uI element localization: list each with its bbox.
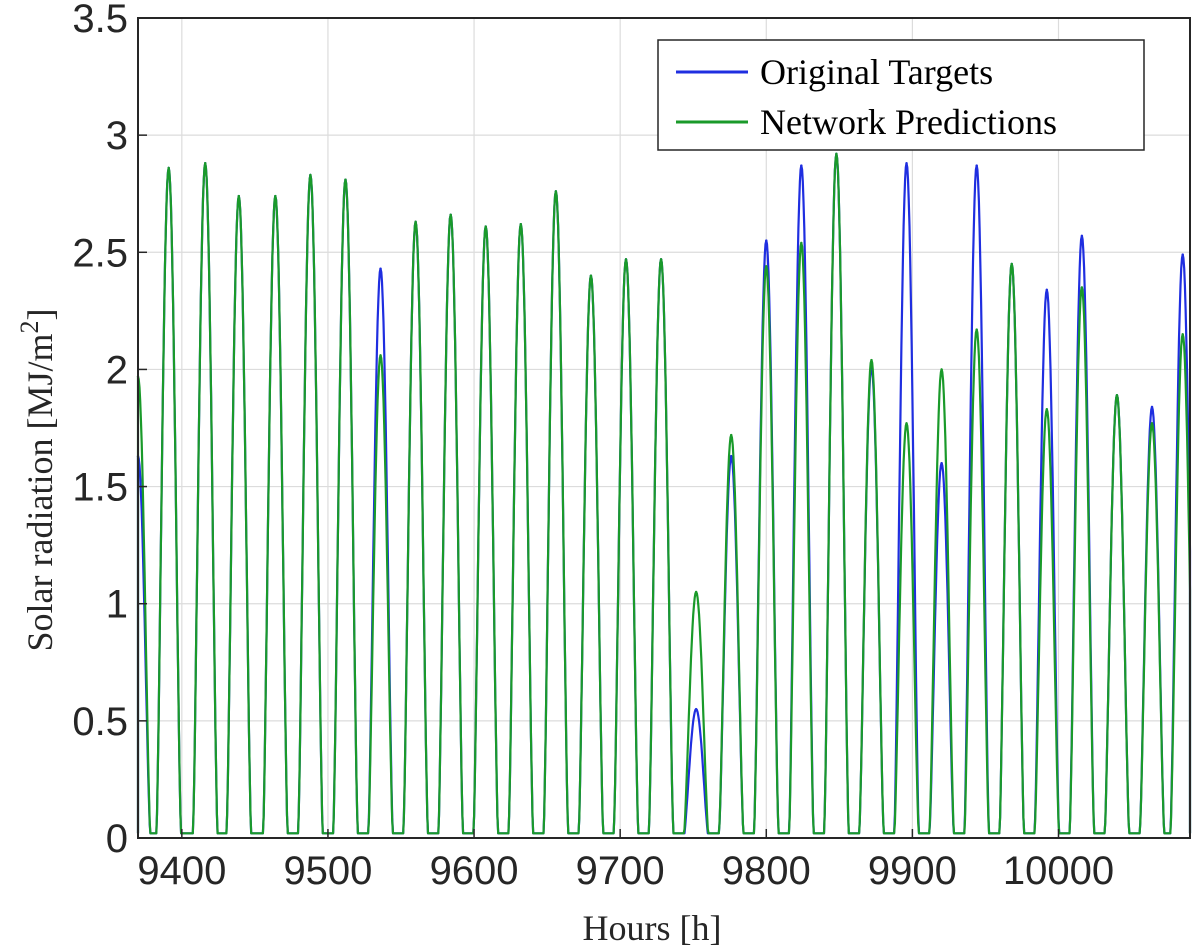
daily-peak-point-original-targets xyxy=(765,239,768,242)
daily-peak-point-original-targets xyxy=(940,461,943,465)
y-tick-label: 0 xyxy=(106,817,128,861)
daily-peak-point-network-predictions xyxy=(730,433,733,437)
daily-peak-point-network-predictions xyxy=(1080,286,1084,289)
y-tick-label: 3 xyxy=(106,114,128,158)
daily-peak-point-network-predictions xyxy=(414,220,417,224)
y-tick-label: 0.5 xyxy=(72,700,128,744)
daily-peak-point-network-predictions xyxy=(554,190,558,193)
daily-peak-point-network-predictions xyxy=(905,422,908,425)
daily-peak-point-network-predictions xyxy=(1045,408,1049,411)
daily-peak-point-network-predictions xyxy=(344,178,347,181)
x-axis-label: Hours [h] xyxy=(583,908,722,948)
daily-peak-point-network-predictions xyxy=(1181,333,1184,336)
daily-peak-point-network-predictions xyxy=(379,354,382,357)
daily-peak-point-network-predictions xyxy=(800,241,803,245)
plot-series xyxy=(136,152,1192,835)
daily-peak-point-network-predictions xyxy=(167,166,170,170)
daily-peak-point-original-targets xyxy=(694,707,698,711)
y-axis-label-main: Solar radiation [MJ/m xyxy=(20,334,60,652)
daily-peak-point-network-predictions xyxy=(1150,422,1154,425)
x-tick-label: 9800 xyxy=(722,849,811,893)
x-tick-label: 9900 xyxy=(868,849,957,893)
x-tick-label: 9500 xyxy=(283,849,372,893)
daily-peak-point-network-predictions xyxy=(274,194,277,198)
daily-peak-point-original-targets xyxy=(905,162,908,165)
daily-peak-point-network-predictions xyxy=(484,225,487,228)
y-tick-label: 1 xyxy=(106,583,128,627)
daily-peak-point-network-predictions xyxy=(659,258,663,261)
daily-peak-point-network-predictions xyxy=(835,152,838,156)
daily-peak-point-network-predictions xyxy=(204,162,207,165)
axis-ticks: 9400 9500 9600 9700 9800 9900 10000 0 0.5 1 1.5 2 2.… xyxy=(72,0,1114,893)
daily-peak-point-original-targets xyxy=(1045,288,1049,291)
daily-peak-point-original-targets xyxy=(1150,405,1154,409)
daily-peak-point-network-predictions xyxy=(940,368,943,371)
daily-peak-point-original-targets xyxy=(975,164,978,167)
y-tick-label: 2 xyxy=(106,348,128,392)
daily-peak-point-original-targets xyxy=(1080,234,1084,238)
legend-label-original-targets: Original Targets xyxy=(760,52,993,92)
legend-box xyxy=(657,39,1145,151)
y-axis-label-close: ] xyxy=(20,309,60,321)
y-axis-label: Solar radiation [MJ/m2] xyxy=(15,309,60,652)
daily-peak-point-original-targets xyxy=(730,454,733,458)
x-tick-label: 9700 xyxy=(576,849,665,893)
daily-peak-point-network-predictions xyxy=(1010,262,1013,266)
daily-peak-point-network-predictions xyxy=(519,222,523,226)
plot-frame xyxy=(137,17,1191,839)
legend: Original Targets Network Predictions xyxy=(657,39,1145,151)
daily-peak-point-original-targets xyxy=(800,164,803,167)
daily-peak-point-network-predictions xyxy=(589,274,593,277)
x-tick-label: 10000 xyxy=(1003,849,1114,893)
y-tick-label: 2.5 xyxy=(72,231,128,275)
legend-label-network-predictions: Network Predictions xyxy=(760,102,1057,142)
daily-peak-point-network-predictions xyxy=(1115,394,1119,397)
daily-peak-point-network-predictions xyxy=(449,213,452,216)
y-tick-label: 3.5 xyxy=(72,0,128,41)
daily-peak-point-network-predictions xyxy=(624,258,628,261)
series-line-network-predictions xyxy=(136,152,1192,835)
daily-peak-point-original-targets xyxy=(1181,253,1184,256)
daily-peak-point-network-predictions xyxy=(309,173,312,177)
y-tick-label: 1.5 xyxy=(72,466,128,510)
daily-peak-point-network-predictions xyxy=(975,328,978,331)
x-tick-label: 9600 xyxy=(430,849,519,893)
daily-peak-point-network-predictions xyxy=(870,358,873,362)
y-axis-label-superscript: 2 xyxy=(15,321,44,334)
daily-peak-point-original-targets xyxy=(379,267,382,270)
daily-peak-point-network-predictions xyxy=(237,194,241,198)
daily-peak-point-network-predictions xyxy=(765,265,768,268)
daily-peak-point-network-predictions xyxy=(694,590,698,594)
x-tick-label: 9400 xyxy=(137,849,226,893)
